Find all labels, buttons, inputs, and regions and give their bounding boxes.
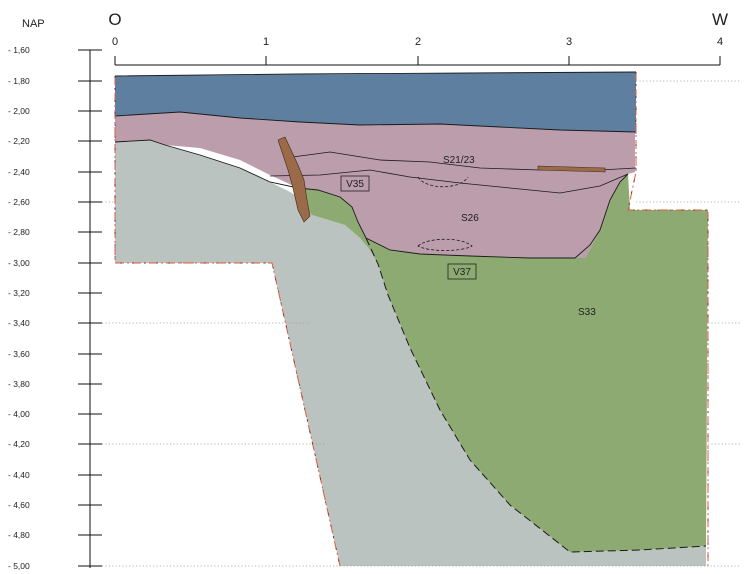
excavation-outline-red [114,72,709,567]
vertical-label-360: - 3,60 [8,349,30,359]
vertical-label-480: - 4,80 [8,530,30,540]
pit-outline-upper [417,176,469,188]
vertical-label-200: - 2,00 [8,106,30,116]
feature-label-s21-23: S21/23 [443,155,475,166]
vertical-label-440: - 4,40 [8,470,30,480]
pit-outline-lower [417,238,473,251]
brown-horizontal-plank [537,165,606,173]
east-direction-label: O [108,10,121,29]
feature-label-v37: V37 [453,267,471,278]
grey-subsoil-layer [115,140,706,566]
vertical-label-500: - 5,00 [8,561,30,571]
vertical-label-220: - 2,20 [8,136,30,146]
feature-label-s26: S26 [461,213,479,224]
vertical-label-300: - 3,00 [8,258,30,268]
pit-cut-line [365,237,707,553]
feature-box-v37 [447,263,477,280]
vertical-label-420: - 4,20 [8,439,30,449]
vertical-label-460: - 4,60 [8,500,30,510]
horizontal-label-0: 0 [112,36,118,48]
pink-bottom-boundary-line [114,139,629,259]
horizontal-label-2: 2 [415,36,421,48]
feature-label-s33: S33 [578,307,596,318]
pink-lower-boundary-line [269,169,629,194]
vertical-label-340: - 3,40 [8,318,30,328]
feature-box-v35 [340,175,370,192]
vertical-label-160: - 1,60 [8,45,30,55]
vertical-label-380: - 3,80 [8,379,30,389]
blue-layer [115,72,636,132]
brown-wooden-post [277,136,311,223]
vertical-label-180: - 1,80 [8,76,30,86]
horizontal-label-3: 3 [566,36,572,48]
vertical-label-280: - 2,80 [8,227,30,237]
green-layer [298,174,708,552]
blue-layer-bottom-line [114,111,637,133]
pink-layer [115,112,635,258]
feature-label-v35: V35 [346,179,364,190]
blue-layer-top-line [114,71,637,77]
west-direction-label: W [712,10,728,29]
vertical-label-260: - 2,60 [8,197,30,207]
horizontal-label-4: 4 [717,36,723,48]
vertical-label-400: - 4,00 [8,409,30,419]
horizontal-label-1: 1 [263,36,269,48]
vertical-labels: - 1,60 - 1,80 - 2,00 - 2,20 - 2,40 - 2,6… [8,45,30,571]
vertical-label-320: - 3,20 [8,288,30,298]
vertical-ticks [78,49,102,567]
nap-axis-title: NAP [22,18,45,30]
vertical-label-240: - 2,40 [8,167,30,177]
excavation-outline-dark [114,72,709,567]
